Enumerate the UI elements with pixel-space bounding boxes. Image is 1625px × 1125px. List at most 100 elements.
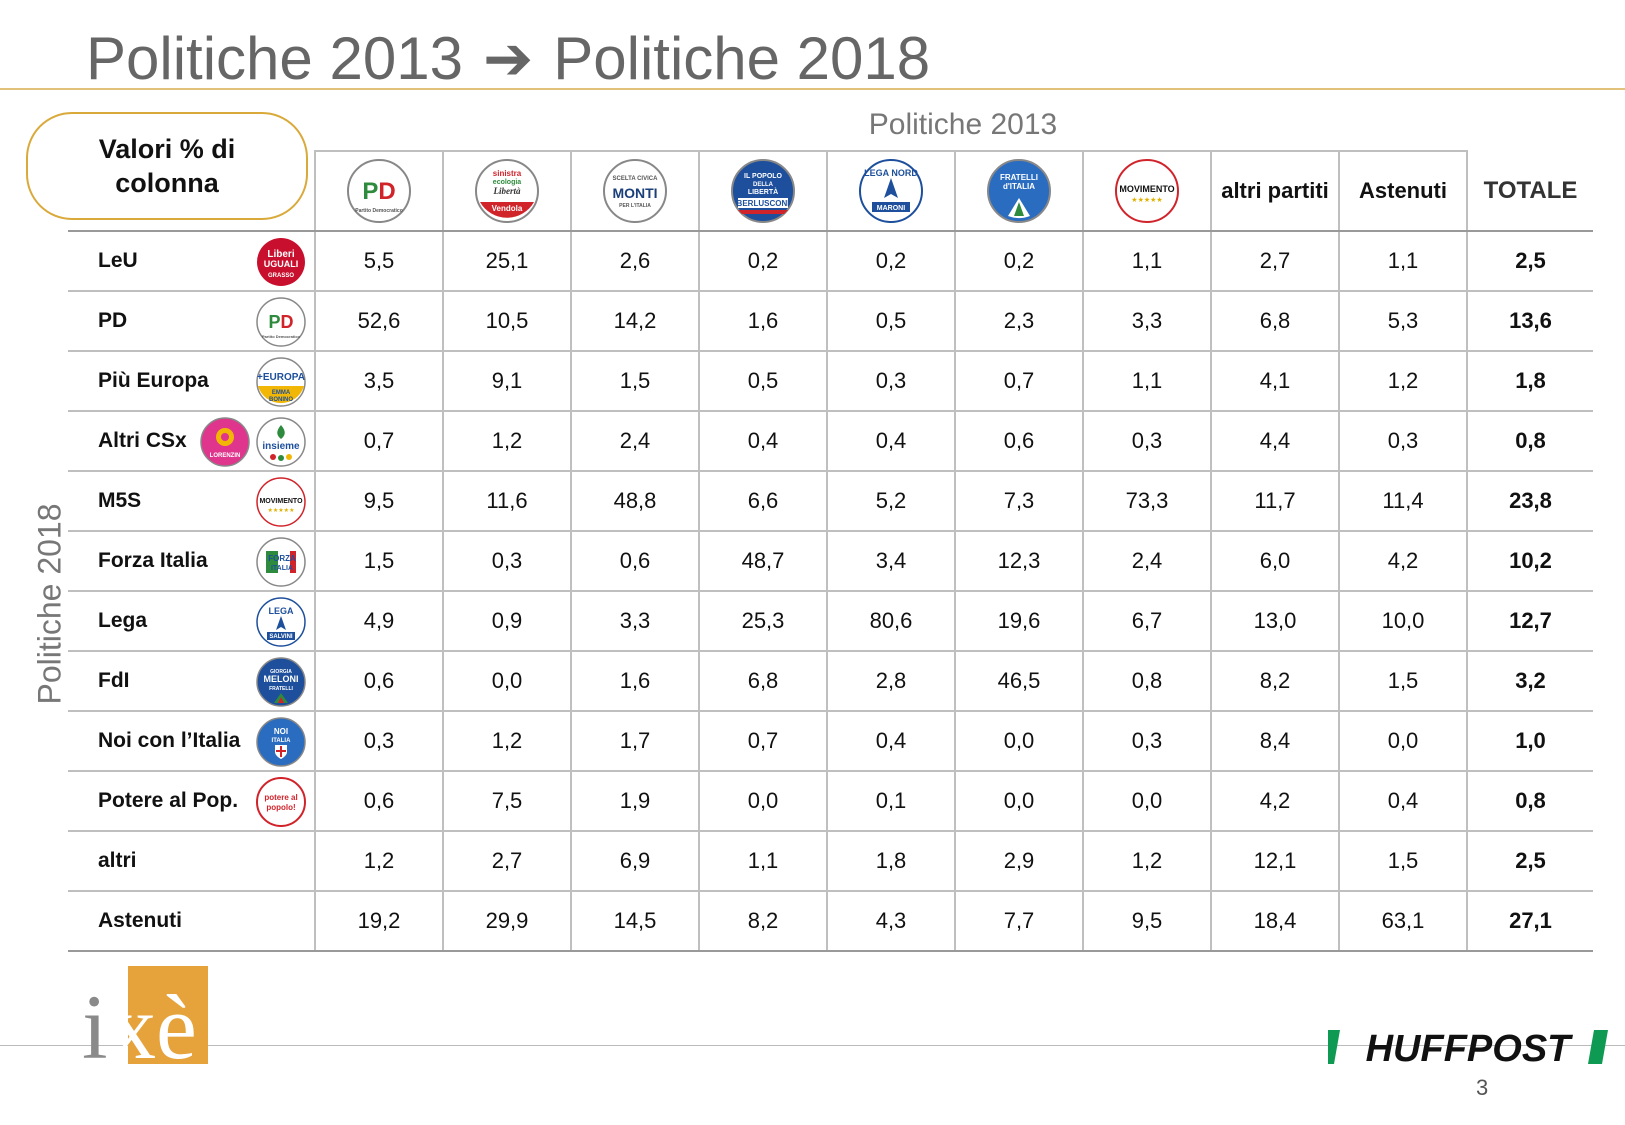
svg-text:MOVIMENTO: MOVIMENTO (1119, 184, 1174, 194)
col-header-astenuti: Astenuti (1338, 150, 1468, 232)
cell: 1,1 (1338, 231, 1467, 292)
row-total: 0,8 (1466, 411, 1593, 472)
svg-text:popolo!: popolo! (266, 803, 295, 812)
cell: 1,7 (570, 711, 699, 772)
title-right: Politiche 2018 (553, 25, 931, 92)
cell: 0,5 (826, 291, 955, 352)
cell: 73,3 (1082, 471, 1211, 532)
svg-text:MOVIMENTO: MOVIMENTO (259, 498, 303, 505)
cell: 0,0 (442, 651, 571, 712)
cell: 1,5 (570, 351, 699, 412)
row-label-text: Potere al Pop. (98, 789, 239, 812)
cell: 0,4 (1338, 771, 1467, 832)
cell: 14,2 (570, 291, 699, 352)
cell: 10,5 (442, 291, 571, 352)
cell: 9,5 (314, 471, 443, 532)
pd-2013-logo: PD Partito Democratico (347, 159, 411, 223)
row-total: 23,8 (1466, 471, 1593, 532)
col-header-pdl: IL POPOLO DELLA LIBERTÀ BERLUSCONI (698, 150, 828, 232)
cell: 0,5 (698, 351, 827, 412)
leu-logo: Liberi UGUALI GRASSO (257, 238, 305, 286)
cell: 2,4 (1082, 531, 1211, 592)
row-label-lega: Lega LEGA SALVINI (68, 591, 315, 652)
cell: 0,3 (1082, 411, 1211, 472)
cell: 1,1 (698, 831, 827, 892)
cell: 6,9 (570, 831, 699, 892)
cell: 1,2 (442, 411, 571, 472)
cell: 1,2 (1082, 831, 1211, 892)
row-label-text: Altri CSx (98, 429, 187, 452)
svg-text:FORZA: FORZA (268, 554, 296, 563)
svg-text:EMMA: EMMA (272, 390, 291, 396)
sel-logo: sinistra ecologia Libertà Vendola (475, 159, 539, 223)
cell: 4,2 (1338, 531, 1467, 592)
cell: 0,3 (826, 351, 955, 412)
arrow-icon: ➔ (482, 25, 534, 92)
cell: 1,1 (1082, 351, 1211, 412)
lega-salvini-logo: LEGA SALVINI (256, 597, 306, 647)
table-row: Lega LEGA SALVINI 4,9 0,9 3,3 25,3 80,6 … (68, 591, 1593, 652)
cell: 1,9 (570, 771, 699, 832)
row-total: 1,8 (1466, 351, 1593, 412)
title-underline (0, 88, 1625, 90)
cell: 0,2 (826, 231, 955, 292)
svg-text:FRATELLI: FRATELLI (269, 686, 293, 692)
svg-text:DELLA: DELLA (753, 182, 774, 188)
pd-logo: PD Partito Democratico (256, 297, 306, 347)
cell: 25,1 (442, 231, 571, 292)
cell: 29,9 (442, 891, 571, 952)
cell: 0,7 (698, 711, 827, 772)
svg-text:BONINO: BONINO (269, 397, 293, 403)
cell: 0,0 (1338, 711, 1467, 772)
svg-text:NOI: NOI (274, 727, 288, 736)
cell: 0,0 (954, 711, 1083, 772)
svg-text:MONTI: MONTI (612, 185, 657, 201)
cell: 0,3 (1082, 711, 1211, 772)
cell: 7,7 (954, 891, 1083, 952)
svg-text:PD: PD (268, 312, 293, 332)
cell: 4,9 (314, 591, 443, 652)
svg-text:d'ITALIA: d'ITALIA (1003, 182, 1035, 191)
cell: 11,4 (1338, 471, 1467, 532)
cell: 6,0 (1210, 531, 1339, 592)
svg-text:Vendola: Vendola (492, 204, 523, 213)
row-label-altri-csx: Altri CSx LORENZIN insieme (68, 411, 315, 472)
astenuti-label: Astenuti (1359, 178, 1447, 203)
cell: 6,8 (1210, 291, 1339, 352)
column-group-label: Politiche 2013 (868, 108, 1058, 141)
cell: 2,7 (1210, 231, 1339, 292)
cell: 0,4 (826, 711, 955, 772)
title-left: Politiche 2013 (86, 25, 463, 92)
cell: 0,3 (314, 711, 443, 772)
svg-text:LORENZIN: LORENZIN (210, 453, 241, 459)
row-total: 12,7 (1466, 591, 1593, 652)
cell: 48,8 (570, 471, 699, 532)
row-label-potere-al-popolo: Potere al Pop. potere al popolo! (68, 771, 315, 832)
cell: 5,3 (1338, 291, 1467, 352)
row-total: 13,6 (1466, 291, 1593, 352)
piu-europa-logo: +EUROPA EMMA BONINO (256, 357, 306, 407)
svg-text:Partito Democratico: Partito Democratico (262, 334, 301, 339)
cell: 0,6 (570, 531, 699, 592)
col-header-fdi: FRATELLI d'ITALIA (954, 150, 1084, 232)
cell: 25,3 (698, 591, 827, 652)
row-label-text: Più Europa (98, 369, 209, 392)
svg-text:GRASSO: GRASSO (268, 273, 294, 279)
row-label-altri: altri (68, 831, 315, 892)
pdl-logo: IL POPOLO DELLA LIBERTÀ BERLUSCONI (731, 159, 795, 223)
table-row: Forza Italia FORZA ITALIA 1,5 0,3 0,6 48… (68, 531, 1593, 592)
cell: 12,3 (954, 531, 1083, 592)
svg-text:xè: xè (110, 976, 197, 1070)
cell: 0,2 (698, 231, 827, 292)
cell: 0,4 (698, 411, 827, 472)
insieme-logo: insieme (256, 417, 306, 467)
table-row: PD PD Partito Democratico 52,6 10,5 14,2… (68, 291, 1593, 352)
row-total: 0,8 (1466, 771, 1593, 832)
cell: 0,8 (1082, 651, 1211, 712)
row-total: 10,2 (1466, 531, 1593, 592)
cell: 11,7 (1210, 471, 1339, 532)
cell: 4,4 (1210, 411, 1339, 472)
m5s-logo: MOVIMENTO ★★★★★ (256, 477, 306, 527)
noi-con-italia-logo: NOI ITALIA (256, 717, 306, 767)
svg-text:HUFFPOST: HUFFPOST (1366, 1028, 1574, 1068)
